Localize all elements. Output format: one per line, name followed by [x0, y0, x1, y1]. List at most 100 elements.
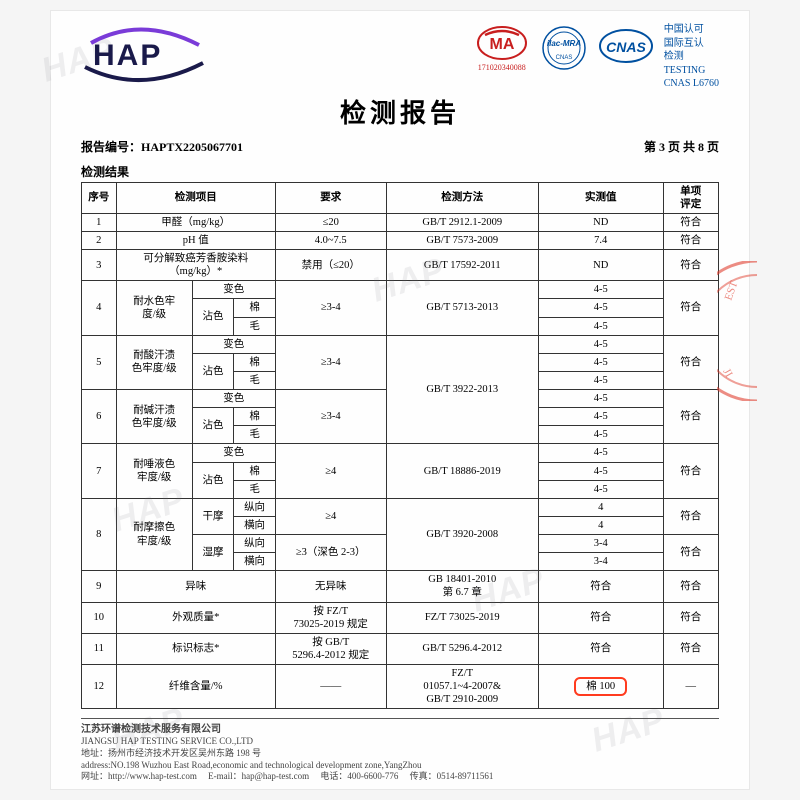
cell-idx: 2 — [82, 231, 117, 249]
cell-req: 无异味 — [275, 571, 386, 602]
cell-method: GB/T 7573-2009 — [386, 231, 538, 249]
certification-badges: MA 171020340088 ilac-MRA CNAS CNAS — [474, 23, 719, 91]
table-header-row: 序号 检测项目 要求 检测方法 实测值 单项 评定 — [82, 182, 719, 213]
svg-text:CNAS: CNAS — [606, 39, 646, 55]
table-row: 8 耐摩擦色 牢度/级 干摩 纵向 ≥4 GB/T 3920-2008 4 符合 — [82, 498, 719, 516]
cell-item: pH 值 — [116, 231, 275, 249]
col-item: 检测项目 — [116, 182, 275, 213]
cell-method: FZ/T 01057.1~4-2007& GB/T 2910-2009 — [386, 665, 538, 709]
cell-req: ≥3（深色 2-3） — [275, 535, 386, 571]
cell-sub: 沾色 — [192, 408, 234, 444]
cell-meas: 4-5 — [538, 390, 663, 408]
cell-item: 耐摩擦色 牢度/级 — [116, 498, 192, 571]
cma-icon: MA — [475, 25, 529, 63]
cell-meas: 4-5 — [538, 353, 663, 371]
cell-meas: 符合 — [538, 602, 663, 633]
cell-idx: 3 — [82, 250, 117, 281]
footer-company-cn: 江苏环谱检测技术服务有限公司 — [81, 723, 719, 736]
ilac-icon: ilac-MRA CNAS — [538, 25, 590, 71]
col-measured: 实测值 — [538, 182, 663, 213]
footer-fax: 传真：0514-89711561 — [410, 771, 494, 781]
cell-req: ≤20 — [275, 213, 386, 231]
cell-sub: 毛 — [234, 317, 276, 335]
cell-item: 甲醛（mg/kg） — [116, 213, 275, 231]
cell-meas-highlighted: 棉 100 — [538, 665, 663, 709]
cell-req: 按 FZ/T 73025-2019 规定 — [275, 602, 386, 633]
cell-req: —— — [275, 665, 386, 709]
cell-req: 禁用（≤20） — [275, 250, 386, 281]
report-title: 检测报告 — [81, 93, 719, 130]
accreditation-text: 中国认可 国际互认 检测 TESTING CNAS L6760 — [664, 23, 719, 91]
cell-sub: 棉 — [234, 408, 276, 426]
red-seal-icon: EST JI — [717, 261, 757, 401]
cell-meas: 符合 — [538, 571, 663, 602]
cell-idx: 6 — [82, 390, 117, 444]
cell-method: GB/T 3920-2008 — [386, 498, 538, 571]
table-row: 10 外观质量* 按 FZ/T 73025-2019 规定 FZ/T 73025… — [82, 602, 719, 633]
cell-sub: 毛 — [234, 426, 276, 444]
cell-method: GB/T 18886-2019 — [386, 444, 538, 498]
accred-l2: 国际互认 — [664, 37, 719, 51]
cell-meas: 4 — [538, 516, 663, 534]
cell-meas: 4-5 — [538, 408, 663, 426]
cell-method: FZ/T 73025-2019 — [386, 602, 538, 633]
cell-idx: 12 — [82, 665, 117, 709]
cnas-icon: CNAS — [598, 26, 654, 70]
table-row: 7 耐唾液色 牢度/级 变色 ≥4 GB/T 18886-2019 4-5 符合 — [82, 444, 719, 462]
cell-verdict: 符合 — [663, 535, 718, 571]
table-row: 4 耐水色牢 度/级 变色 ≥3-4 GB/T 5713-2013 4-5 符合 — [82, 281, 719, 299]
page-info: 第 3 页 共 8 页 — [644, 138, 719, 155]
cell-method: GB/T 17592-2011 — [386, 250, 538, 281]
cell-verdict: 符合 — [663, 281, 718, 335]
cell-meas: 7.4 — [538, 231, 663, 249]
cell-verdict: — — [663, 665, 718, 709]
accred-l4: TESTING — [664, 64, 719, 78]
cma-badge: MA 171020340088 — [474, 23, 530, 73]
cell-idx: 7 — [82, 444, 117, 498]
table-row: 12 纤维含量/% —— FZ/T 01057.1~4-2007& GB/T 2… — [82, 665, 719, 709]
cell-sub: 湿摩 — [192, 535, 234, 571]
cell-method: GB/T 2912.1-2009 — [386, 213, 538, 231]
cell-sub: 纵向 — [234, 535, 276, 553]
cell-sub: 变色 — [192, 281, 275, 299]
cell-meas: 4-5 — [538, 317, 663, 335]
cell-meas: 符合 — [538, 633, 663, 664]
cell-idx: 8 — [82, 498, 117, 571]
cell-verdict: 符合 — [663, 335, 718, 389]
footer-web: 网址：http://www.hap-test.com — [81, 771, 197, 781]
svg-text:JI: JI — [720, 367, 735, 380]
table-row: 3 可分解致癌芳香胺染料 （mg/kg）* 禁用（≤20） GB/T 17592… — [82, 250, 719, 281]
cma-code: 171020340088 — [478, 63, 526, 72]
cell-meas: 4 — [538, 498, 663, 516]
footer-email: E-mail：hap@hap-test.com — [208, 771, 309, 781]
footer-company-en: JIANGSU HAP TESTING SERVICE CO.,LTD — [81, 736, 719, 748]
cell-req: ≥3-4 — [275, 335, 386, 389]
cell-idx: 11 — [82, 633, 117, 664]
cell-item: 耐酸汗渍 色牢度/级 — [116, 335, 192, 389]
cell-meas: 3-4 — [538, 553, 663, 571]
col-method: 检测方法 — [386, 182, 538, 213]
cell-item: 耐唾液色 牢度/级 — [116, 444, 192, 498]
cell-method: GB 18401-2010 第 6.7 章 — [386, 571, 538, 602]
cell-item: 耐碱汗渍 色牢度/级 — [116, 390, 192, 444]
cell-sub: 横向 — [234, 553, 276, 571]
cell-req: 按 GB/T 5296.4-2012 规定 — [275, 633, 386, 664]
cell-sub: 毛 — [234, 480, 276, 498]
table-row: 11 标识标志* 按 GB/T 5296.4-2012 规定 GB/T 5296… — [82, 633, 719, 664]
accred-l5: CNAS L6760 — [664, 77, 719, 91]
cell-req: 4.0~7.5 — [275, 231, 386, 249]
cell-req: ≥3-4 — [275, 281, 386, 335]
report-footer: 江苏环谱检测技术服务有限公司 JIANGSU HAP TESTING SERVI… — [81, 718, 719, 783]
footer-addr-en: address:NO.198 Wuzhou East Road,economic… — [81, 760, 719, 772]
cell-verdict: 符合 — [663, 633, 718, 664]
cell-sub: 毛 — [234, 371, 276, 389]
cell-meas: 4-5 — [538, 480, 663, 498]
cell-item: 外观质量* — [116, 602, 275, 633]
col-idx: 序号 — [82, 182, 117, 213]
cell-sub: 变色 — [192, 444, 275, 462]
cell-verdict: 符合 — [663, 213, 718, 231]
cell-idx: 9 — [82, 571, 117, 602]
cell-meas: 3-4 — [538, 535, 663, 553]
cell-sub: 干摩 — [192, 498, 234, 534]
cell-sub: 棉 — [234, 462, 276, 480]
